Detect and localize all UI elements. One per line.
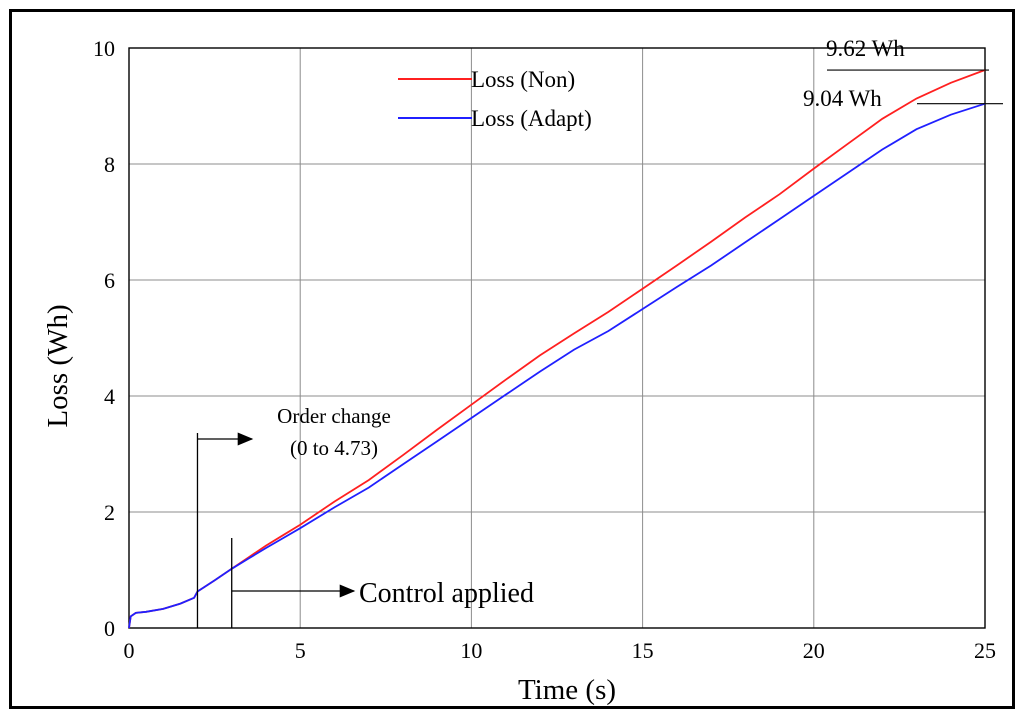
y-tick-label: 4: [104, 384, 115, 409]
control-applied-label: Control applied: [359, 578, 534, 609]
order-change-label-line1: Order change: [277, 404, 391, 428]
end-value-label-adapt: 9.04 Wh: [803, 86, 882, 111]
series-line-non: [128, 69, 986, 629]
order-change-label-line2: (0 to 4.73): [290, 436, 378, 460]
legend-label-adapt: Loss (Adapt): [471, 106, 592, 131]
y-tick-label: 10: [93, 36, 115, 61]
x-axis-title: Time (s): [518, 674, 616, 706]
y-tick-label: 8: [104, 152, 115, 177]
x-tick-label: 5: [295, 638, 306, 663]
y-axis-title: Loss (Wh): [42, 304, 74, 427]
x-tick-label: 0: [124, 638, 135, 663]
legend: Loss (Non) Loss (Adapt): [398, 67, 592, 131]
legend-label-non: Loss (Non): [471, 67, 575, 92]
x-tick-label: 10: [460, 638, 482, 663]
y-tick-label: 6: [104, 268, 115, 293]
x-tick-label: 25: [974, 638, 996, 663]
end-value-label-non: 9.62 Wh: [826, 36, 905, 61]
annotations: [196, 69, 1003, 628]
tick-labels: 0 5 10 15 20 25 0 2 4 6 8 10: [93, 36, 996, 663]
x-tick-label: 20: [803, 638, 825, 663]
y-tick-label: 2: [104, 500, 115, 525]
grid: [128, 47, 986, 629]
chart-frame: 0 5 10 15 20 25 0 2 4 6 8 10 Time (s) Loss (Wh) Los…: [9, 9, 1015, 709]
x-tick-label: 15: [632, 638, 654, 663]
loss-chart: 0 5 10 15 20 25 0 2 4 6 8 10 Time (s) Loss (Wh) Los…: [42, 36, 1003, 706]
series-line-adapt: [128, 102, 986, 629]
series-lines: [128, 69, 986, 629]
y-tick-label: 0: [104, 616, 115, 641]
plot-area: [128, 47, 986, 629]
